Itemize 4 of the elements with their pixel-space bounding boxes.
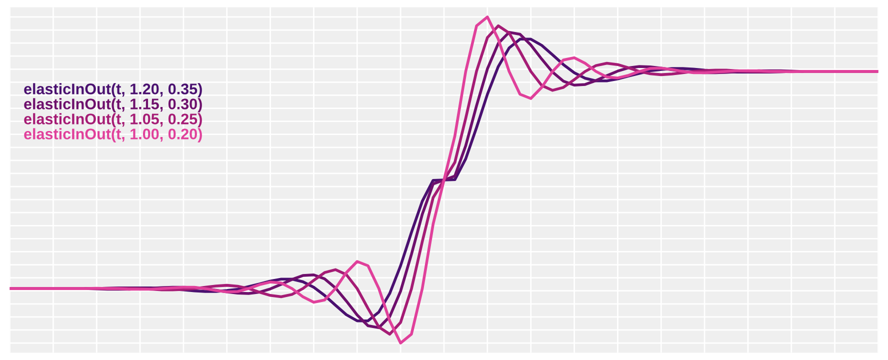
text: elasticInOut(t, 1.20, 0.35)	[24, 83, 202, 98]
text: elasticInOut(t, 1.15, 0.30)	[24, 98, 202, 112]
text: elasticInOut(t, 1.00, 0.20)	[24, 128, 202, 142]
text: elasticInOut(t, 1.05, 0.25)	[24, 113, 202, 128]
